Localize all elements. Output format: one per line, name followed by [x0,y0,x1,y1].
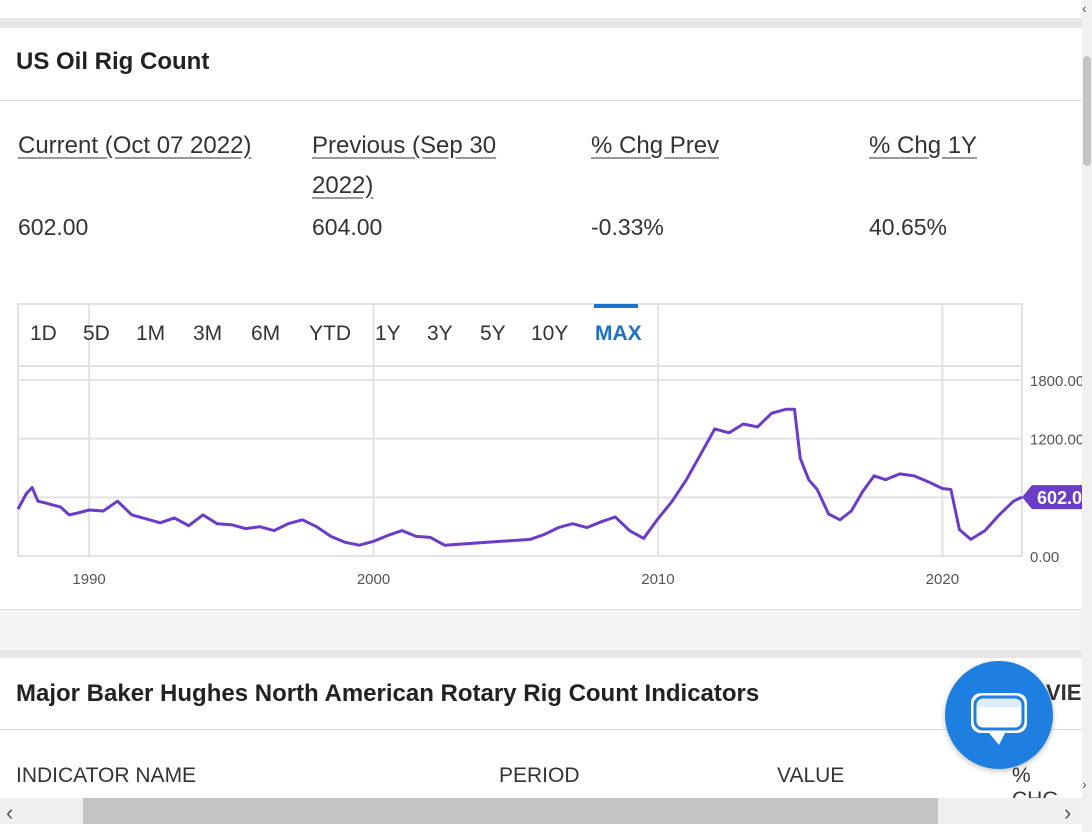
range-tab-6m[interactable]: 6M [251,322,281,345]
stat-label-previous[interactable]: Previous (Sep 30 2022) [312,132,497,199]
stat-value-current: 602.00 [18,214,89,240]
stat-label-chg-prev[interactable]: % Chg Prev [591,132,720,159]
range-tab-max[interactable]: MAX [595,322,642,345]
range-tab-3y[interactable]: 3Y [427,322,453,345]
chat-button[interactable] [945,661,1053,769]
rig-count-card: US Oil Rig Count Current (Oct 07 2022) P… [0,28,1092,610]
chart: 0.00600.001200.001800.001990200020102020… [0,298,1092,598]
card-title: US Oil Rig Count [16,48,210,75]
vertical-scroll-thumb[interactable] [1083,56,1091,166]
horizontal-scroll-thumb[interactable] [83,798,938,824]
stat-label-chg-1y[interactable]: % Chg 1Y [869,132,978,159]
x-tick-label: 2010 [641,571,674,588]
stat-value-chg-1y: 40.65% [869,214,948,240]
divider [0,100,1082,101]
range-tab-ytd[interactable]: YTD [309,322,351,345]
series-line [16,407,1023,547]
plot-frame [17,303,1023,557]
stat-label-current[interactable]: Current (Oct 07 2022) [18,132,252,159]
range-tab-1d[interactable]: 1D [30,322,57,345]
range-tab-5y[interactable]: 5Y [480,322,506,345]
stat-value-chg-prev: -0.33% [591,214,664,240]
range-tab-10y[interactable]: 10Y [531,322,569,345]
chat-bubble-icon [971,693,1027,745]
vertical-scrollbar[interactable] [1082,0,1092,832]
y-tick-label: 0.00 [1030,549,1059,566]
scroll-down-icon[interactable]: › [1082,776,1087,792]
current-value-label: 602.00 [1037,488,1082,508]
active-range-indicator [594,304,638,308]
section-gap [0,610,1082,650]
chart-svg: 0.00600.001200.001800.001990200020102020… [16,303,1092,588]
scroll-right-icon[interactable]: › [1064,800,1072,825]
divider [0,729,1082,730]
column-header-period[interactable]: PERIOD [499,764,580,787]
y-tick-label: 1200.00 [1030,432,1082,449]
range-tab-5d[interactable]: 5D [83,322,110,345]
divider [0,609,1082,610]
x-tick-label: 2000 [357,571,390,588]
range-tab-3m[interactable]: 3M [193,322,223,345]
x-tick-label: 2020 [926,571,959,588]
range-tab-1y[interactable]: 1Y [375,322,401,345]
stat-value-previous: 604.00 [312,214,383,240]
indicators-title: Major Baker Hughes North American Rotary… [16,680,760,707]
column-header-value[interactable]: VALUE [777,764,845,787]
scroll-left-icon[interactable]: ‹ [6,800,14,825]
y-tick-label: 1800.00 [1030,373,1082,390]
column-header-indicator-name[interactable]: INDICATOR NAME [16,764,197,787]
top-band [0,0,1082,18]
range-tab-1m[interactable]: 1M [136,322,166,345]
current-value-marker [1022,485,1082,510]
x-tick-label: 1990 [72,571,105,588]
scroll-up-icon[interactable]: ‹ [1082,0,1087,16]
